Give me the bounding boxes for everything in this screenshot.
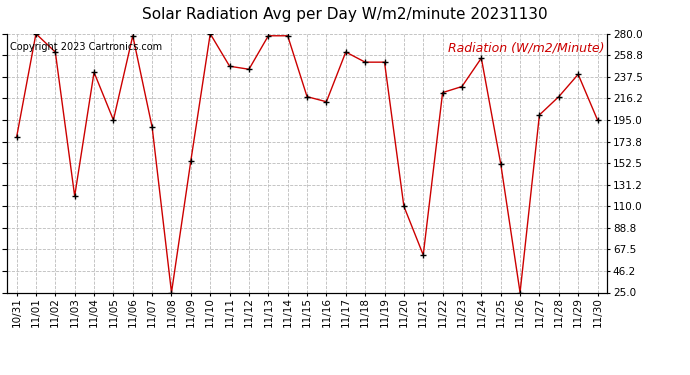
Text: Copyright 2023 Cartronics.com: Copyright 2023 Cartronics.com — [10, 42, 162, 51]
Text: Radiation (W/m2/Minute): Radiation (W/m2/Minute) — [448, 42, 604, 54]
Text: Solar Radiation Avg per Day W/m2/minute 20231130: Solar Radiation Avg per Day W/m2/minute … — [142, 8, 548, 22]
